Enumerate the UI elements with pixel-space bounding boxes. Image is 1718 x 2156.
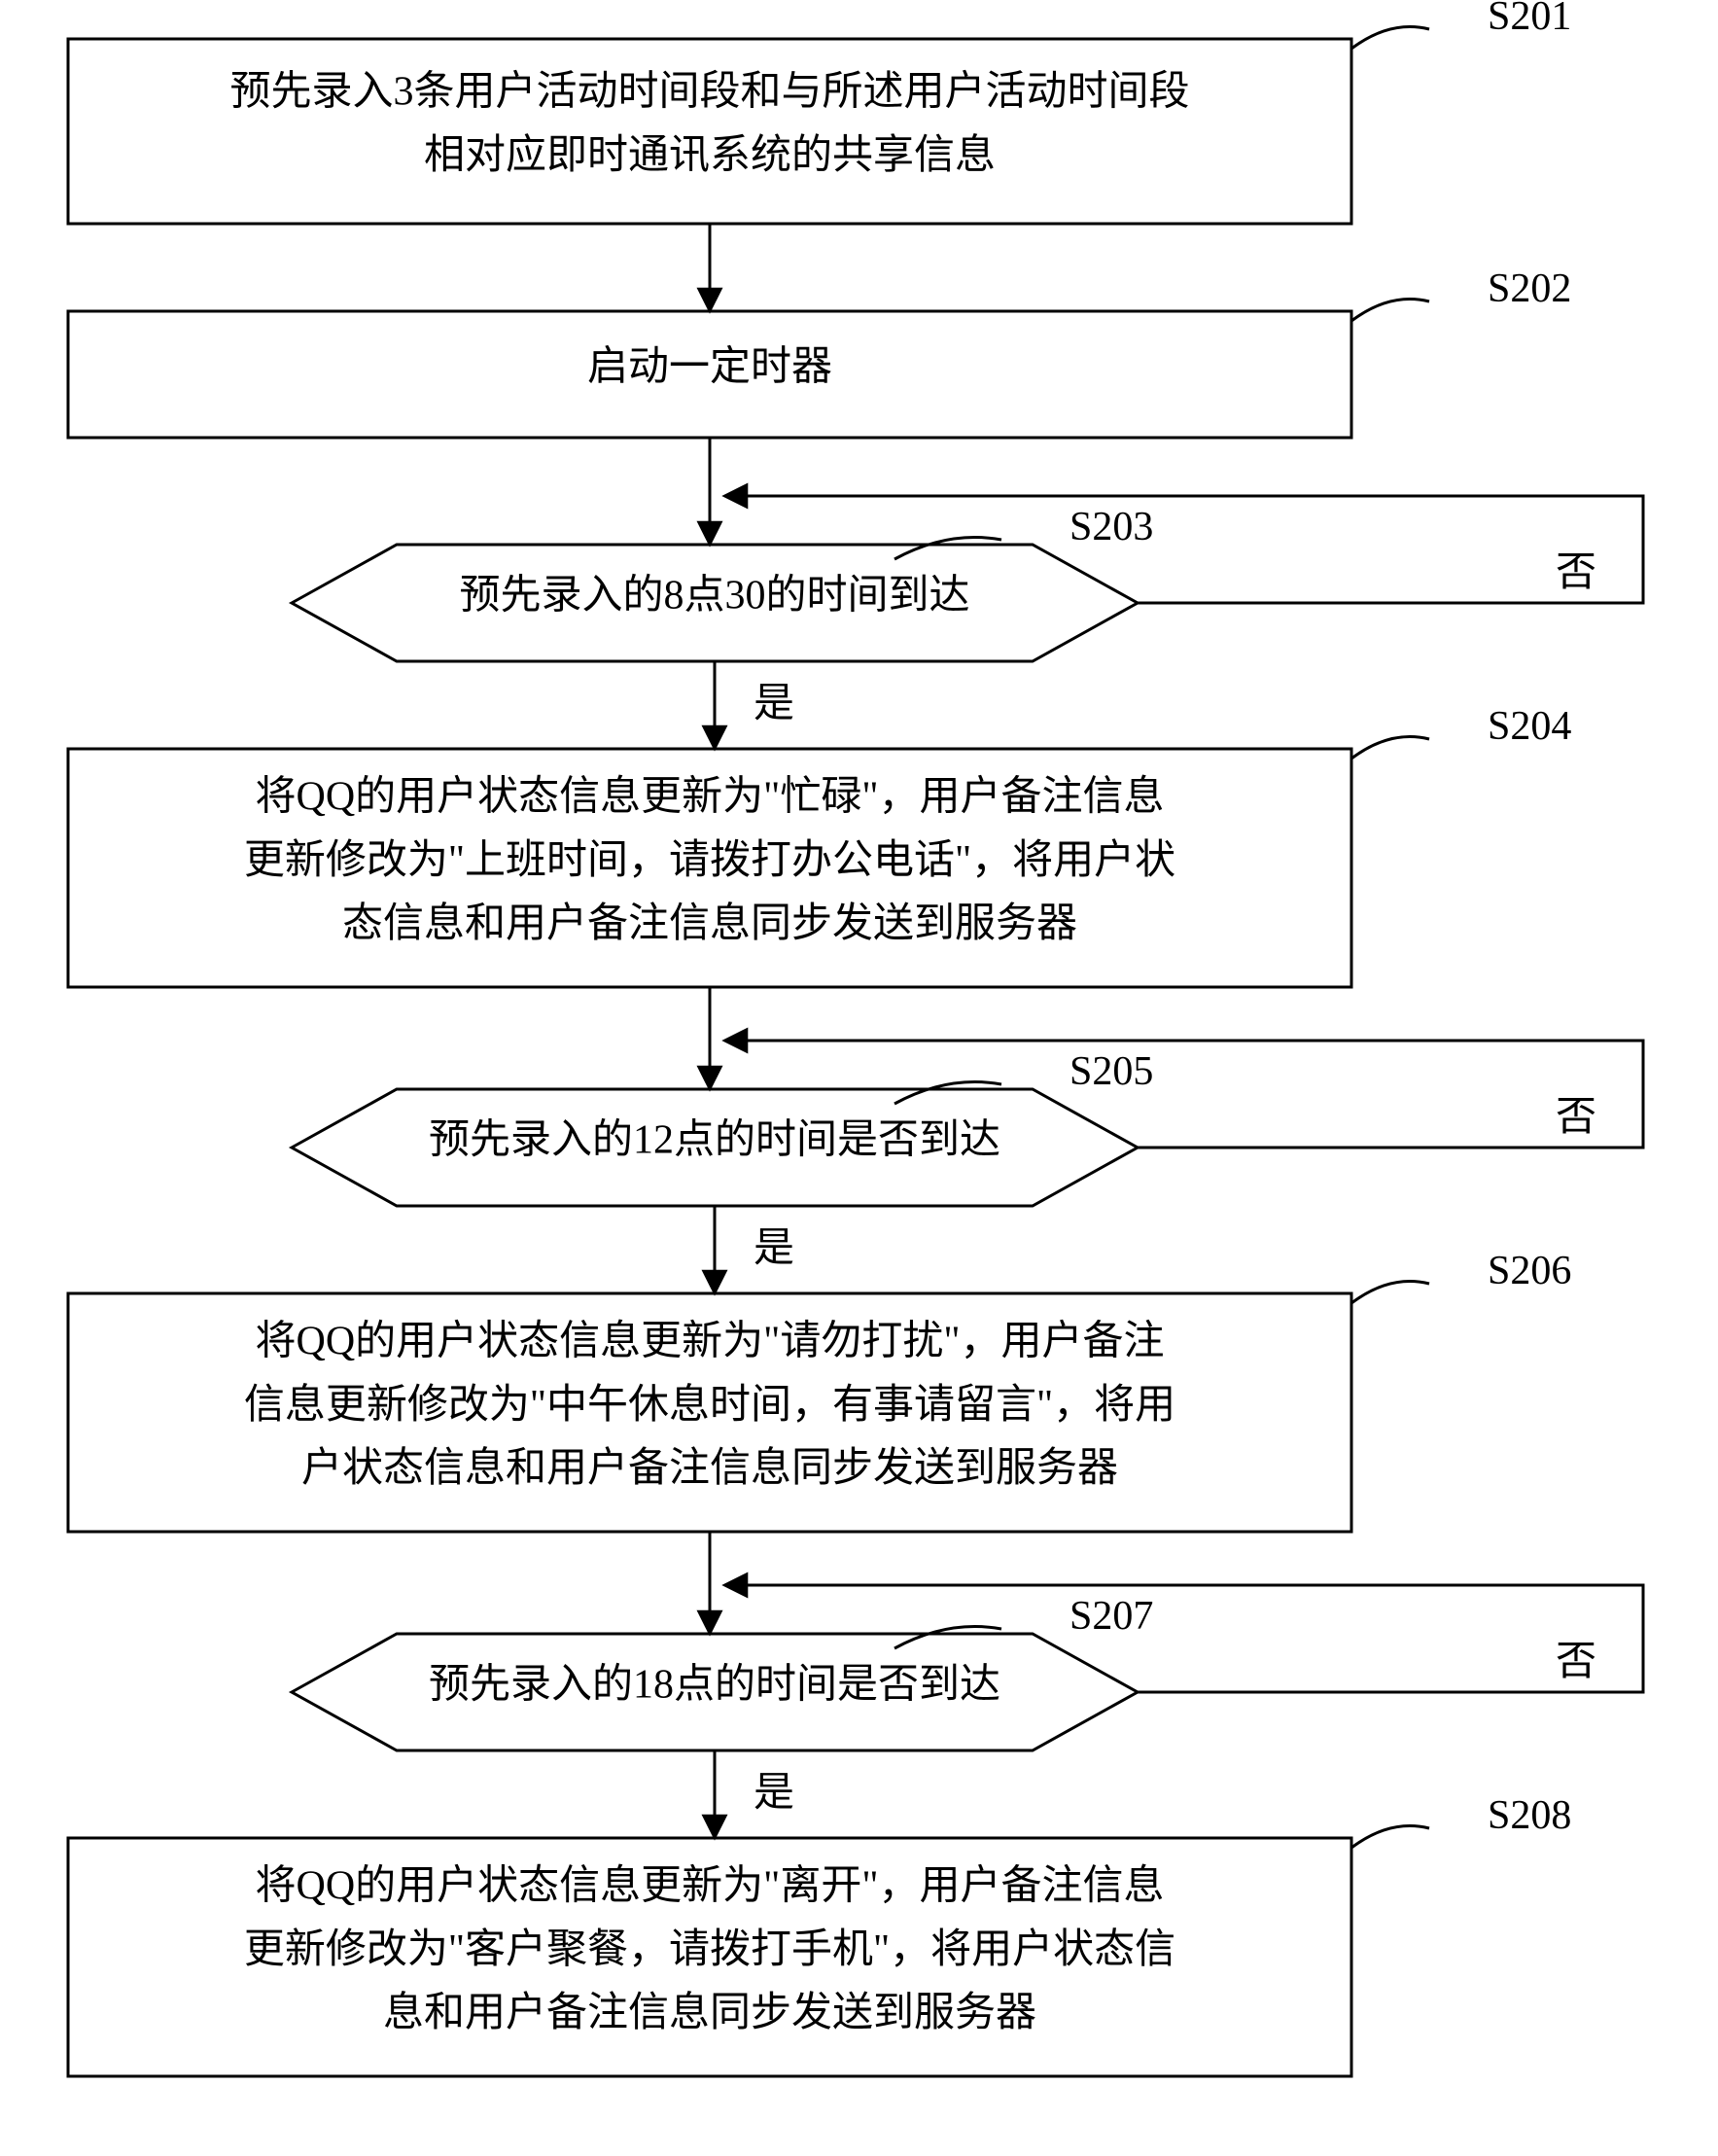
node-text: 态信息和用户备注信息同步发送到服务器 — [342, 901, 1077, 946]
node-text: 更新修改为"客户聚餐，请拨打手机"，将用户状态信 — [244, 1926, 1175, 1972]
node-text: 将QQ的用户状态信息更新为"离开"，用户备注信息 — [256, 1863, 1165, 1909]
flowchart: 预先录入3条用户活动时间段和与所述用户活动时间段相对应即时通讯系统的共享信息 S2… — [0, 0, 1718, 2156]
step-label-s203: S203 — [1069, 505, 1153, 549]
node-s208: 将QQ的用户状态信息更新为"离开"，用户备注信息更新修改为"客户聚餐，请拨打手机… — [68, 1838, 1351, 2076]
edge-label: 是 — [754, 1226, 794, 1271]
leader-s206 — [1351, 1282, 1429, 1304]
leader-s208 — [1351, 1826, 1429, 1849]
node-s202: 启动一定时器 — [68, 311, 1351, 438]
node-text: 预先录入3条用户活动时间段和与所述用户活动时间段 — [229, 70, 1189, 115]
node-text: 将QQ的用户状态信息更新为"忙碌"，用户备注信息 — [256, 774, 1165, 820]
edge-label: 否 — [1556, 550, 1596, 595]
leader-s201 — [1351, 27, 1429, 50]
leader-s204 — [1351, 737, 1429, 760]
node-s203: 预先录入的8点30的时间到达 — [292, 545, 1138, 661]
node-text: 相对应即时通讯系统的共享信息 — [424, 132, 996, 178]
node-s205: 预先录入的12点的时间是否到达 — [292, 1089, 1138, 1206]
leader-s202 — [1351, 300, 1429, 322]
step-label-s207: S207 — [1069, 1594, 1153, 1639]
node-text: 预先录入的8点30的时间到达 — [459, 573, 969, 618]
edge-label: 否 — [1556, 1095, 1596, 1140]
node-text: 预先录入的18点的时间是否到达 — [429, 1662, 1000, 1707]
node-text: 启动一定时器 — [587, 343, 832, 389]
edge-label: 是 — [754, 1771, 794, 1816]
step-label-s202: S202 — [1488, 266, 1571, 311]
node-text: 将QQ的用户状态信息更新为"请勿打扰"，用户备注 — [256, 1319, 1165, 1364]
node-text: 预先录入的12点的时间是否到达 — [429, 1117, 1000, 1162]
edge-label: 否 — [1556, 1640, 1596, 1684]
node-s207: 预先录入的18点的时间是否到达 — [292, 1634, 1138, 1750]
step-label-s201: S201 — [1488, 0, 1571, 39]
node-s206: 将QQ的用户状态信息更新为"请勿打扰"，用户备注信息更新修改为"中午休息时间，有… — [68, 1293, 1351, 1532]
step-label-s205: S205 — [1069, 1049, 1153, 1094]
node-s204: 将QQ的用户状态信息更新为"忙碌"，用户备注信息更新修改为"上班时间，请拨打办公… — [68, 749, 1351, 987]
node-text: 更新修改为"上班时间，请拨打办公电话"，将用户状 — [244, 838, 1175, 883]
node-text: 信息更新修改为"中午休息时间，有事请留言"，将用 — [244, 1382, 1175, 1428]
leader-s205 — [894, 1082, 1001, 1105]
edge-label: 是 — [754, 682, 794, 726]
step-label-s208: S208 — [1488, 1793, 1571, 1838]
step-label-s206: S206 — [1488, 1249, 1571, 1293]
leader-s203 — [894, 538, 1001, 560]
node-text: 息和用户备注信息同步发送到服务器 — [383, 1990, 1036, 2035]
leader-s207 — [894, 1627, 1001, 1649]
node-text: 户状态信息和用户备注信息同步发送到服务器 — [301, 1445, 1118, 1491]
step-label-s204: S204 — [1488, 704, 1571, 749]
node-s201: 预先录入3条用户活动时间段和与所述用户活动时间段相对应即时通讯系统的共享信息 — [68, 39, 1351, 224]
